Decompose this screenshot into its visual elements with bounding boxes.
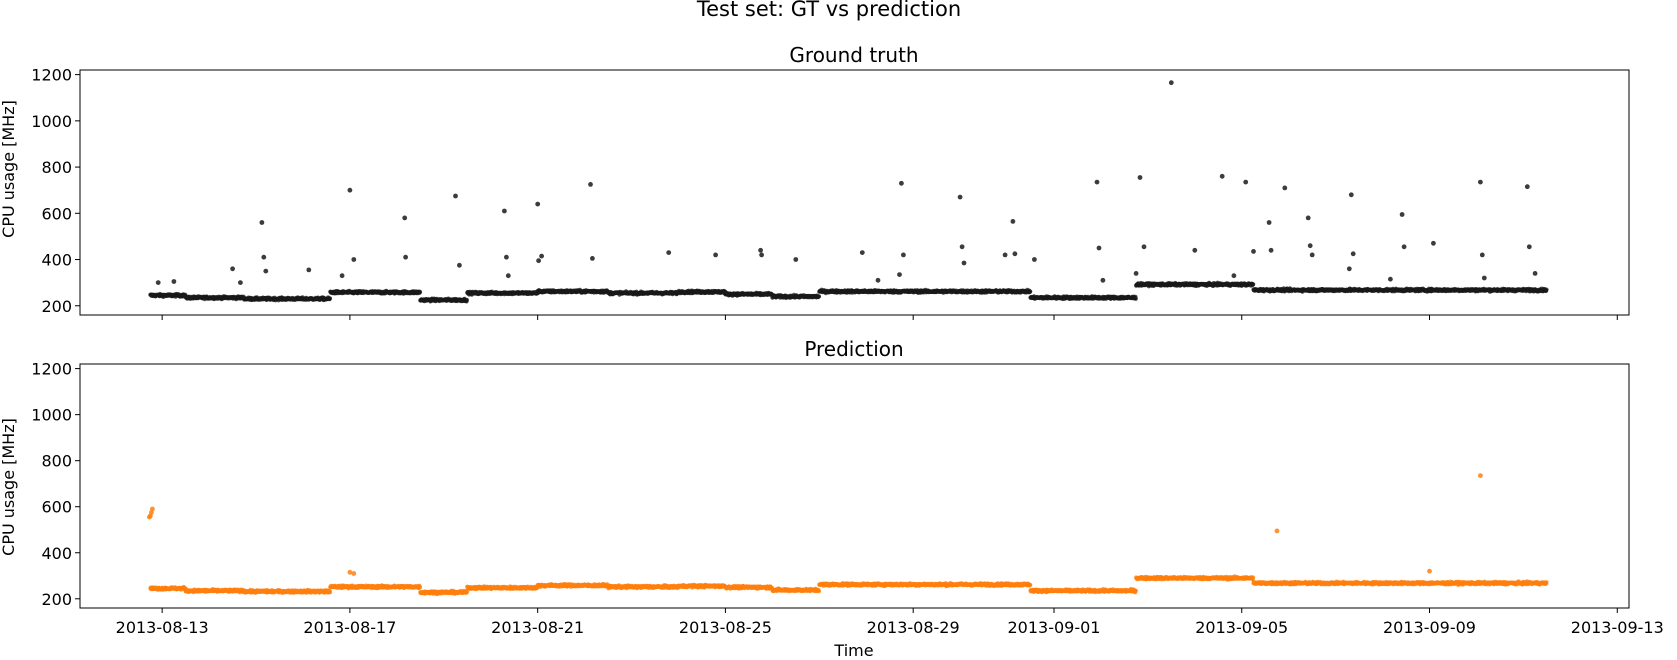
outlier-point [238,280,243,285]
outlier-point [1100,277,1106,283]
data-point [417,289,423,294]
outlier-point [1526,244,1532,250]
outlier-point [1137,175,1143,180]
outlier-point [959,244,965,250]
outlier-point [1094,179,1100,185]
outlier-point [590,256,595,261]
outlier-point [901,252,906,258]
y-tick-label: 1000 [31,112,72,131]
outlier-point [171,279,177,284]
outlier-point [1532,271,1538,276]
data-point [1251,282,1256,287]
outlier-point [1219,173,1225,179]
outlier-point [1141,244,1147,250]
outlier-point [1305,215,1311,221]
outlier-point [859,250,865,256]
outlier-point [875,277,881,283]
outlier-point [1168,80,1174,86]
outlier-point [351,257,357,262]
data-point [1544,287,1549,292]
outlier-point [1266,220,1272,225]
outlier-point [1348,192,1354,198]
outlier-point [261,254,267,260]
outlier-point [961,260,967,266]
prediction-ylabel: CPU usage [MHz] [0,418,18,556]
outlier-point [1243,179,1249,185]
outlier-point [1012,251,1018,257]
prediction-marks [147,473,1549,597]
outlier-point [403,254,408,260]
data-point [1028,289,1033,294]
outlier-point [713,252,718,258]
outlier-point [1346,266,1352,272]
outlier-point [957,194,963,200]
outlier-point [536,258,541,264]
outlier-point [1478,179,1483,185]
outlier-point [402,215,408,221]
outlier-point [1307,243,1313,249]
ground-truth-ylabel: CPU usage [MHz] [0,100,18,238]
outlier-point [502,208,507,214]
outlier-point [1133,271,1139,276]
plot-frame [79,69,1630,316]
outlier-point [899,180,904,186]
outlier-point [897,272,902,277]
outlier-point [1251,249,1256,254]
outlier-point [263,268,269,274]
outlier-point [793,257,799,262]
outlier-point [1401,244,1407,250]
outlier-point [1268,247,1274,253]
y-tick-label: 600 [41,204,72,223]
outlier-point [339,273,345,279]
prediction-panel: Prediction CPU usage [MHz] 2004006008001… [0,337,1664,660]
outlier-point [1282,185,1288,191]
outlier-point [1096,245,1102,251]
outlier-point [230,266,236,272]
outlier-point [758,247,763,253]
outlier-point [1481,275,1487,281]
outlier-point [155,280,161,285]
outlier-point [306,267,312,273]
data-point [327,296,333,301]
outlier-point [1002,252,1008,258]
data-point [1133,296,1138,301]
outlier-point [666,250,672,256]
prediction-title: Prediction [804,337,903,361]
outlier-point [1399,212,1405,217]
outlier-point [539,253,544,259]
figure-suptitle: Test set: GT vs prediction [696,0,961,21]
ground-truth-axes: 200 400 600 800 1000 1200 [31,66,1630,320]
outlier-point [1192,247,1198,253]
y-tick-label: 800 [41,158,72,177]
outlier-point [1431,240,1436,246]
y-tick-label: 400 [41,251,72,270]
outlier-point [457,262,462,268]
ground-truth-panel: Ground truth CPU usage [MHz] 200 400 600 80… [0,43,1630,320]
outlier-point [347,187,353,193]
outlier-point [535,201,541,207]
outlier-point [1010,219,1016,224]
outlier-point [759,252,764,258]
outlier-point [1032,257,1037,262]
outlier-point [1388,276,1393,282]
y-tick-label: 1200 [31,66,72,85]
data-point [327,590,333,595]
data-point [464,297,469,303]
outlier-point [259,220,265,225]
outlier-point [1479,252,1485,258]
y-tick-label: 200 [41,297,72,316]
ground-truth-title: Ground truth [789,43,918,67]
outlier-point [1524,184,1530,190]
outlier-point [588,182,593,187]
ground-truth-marks [148,80,1549,304]
outlier-point [1231,273,1237,279]
outlier-point [453,193,458,199]
outlier-point [1350,251,1356,257]
outlier-point [1309,252,1315,258]
outlier-point [504,254,509,260]
outlier-point [505,273,511,279]
data-point [816,294,822,299]
